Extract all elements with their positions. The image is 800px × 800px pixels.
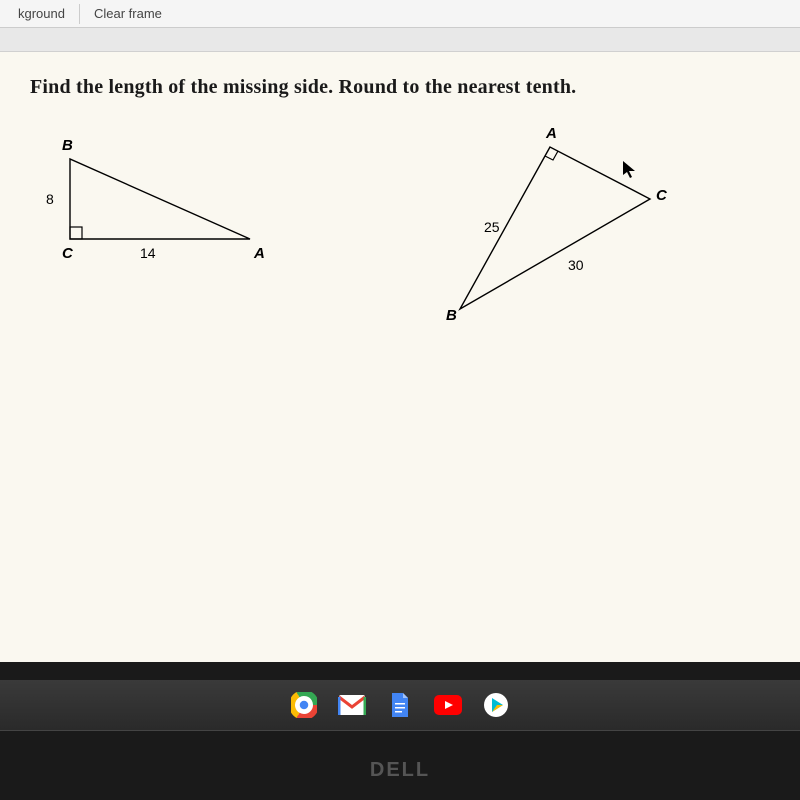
docs-icon[interactable]	[385, 690, 415, 720]
vertex-b-left: B	[62, 137, 73, 154]
youtube-icon[interactable]	[433, 690, 463, 720]
vertex-b-right: B	[446, 307, 457, 324]
figures-container: B C A 8 14 A C B 25 30	[30, 129, 770, 389]
play-icon[interactable]	[481, 690, 511, 720]
vertex-c-left: C	[62, 245, 73, 262]
toolbar-item-clear-frame[interactable]: Clear frame	[84, 2, 172, 25]
vertex-c-right: C	[656, 187, 667, 204]
chrome-icon[interactable]	[289, 690, 319, 720]
cursor-icon	[622, 160, 638, 185]
side-30: 30	[568, 257, 584, 273]
side-25: 25	[484, 219, 500, 235]
toolbar-divider	[79, 4, 80, 24]
laptop-brand: DELL	[370, 759, 430, 782]
taskbar	[0, 680, 800, 730]
question-text: Find the length of the missing side. Rou…	[30, 76, 770, 99]
toolbar-item-background[interactable]: kground	[8, 2, 75, 25]
triangle-right-svg	[420, 129, 680, 329]
vertex-a-right: A	[546, 125, 557, 142]
worksheet-content: Find the length of the missing side. Rou…	[0, 52, 800, 662]
screen-edge	[0, 730, 800, 738]
gmail-icon[interactable]	[337, 690, 367, 720]
side-8: 8	[46, 191, 54, 207]
toolbar: kground Clear frame	[0, 0, 800, 28]
triangle-left: B C A 8 14	[40, 139, 270, 274]
vertex-a-left: A	[254, 245, 265, 262]
side-14: 14	[140, 245, 156, 261]
header-strip	[0, 28, 800, 52]
triangle-right: A C B 25 30	[420, 129, 680, 334]
